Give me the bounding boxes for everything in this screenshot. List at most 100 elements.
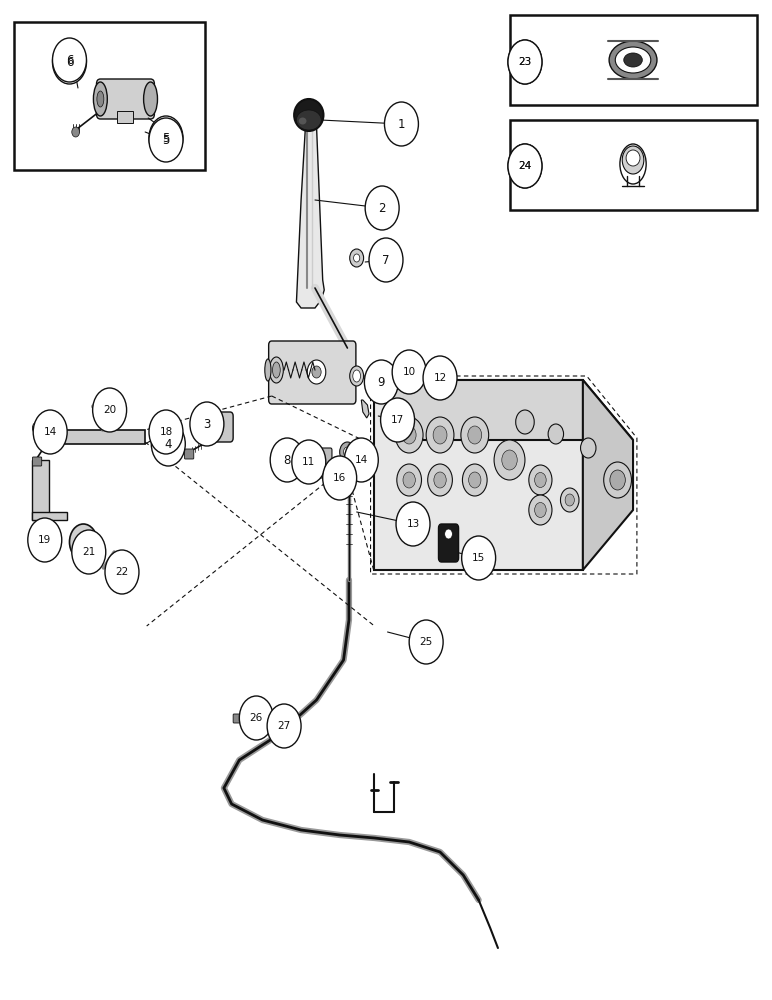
Bar [46, 430, 145, 444]
Circle shape [307, 360, 326, 384]
Circle shape [395, 417, 423, 453]
Circle shape [117, 569, 127, 581]
Circle shape [266, 710, 282, 730]
Text: 8: 8 [283, 454, 291, 466]
Circle shape [323, 456, 357, 500]
Text: 18: 18 [159, 427, 173, 437]
Circle shape [392, 350, 426, 394]
Circle shape [402, 426, 416, 444]
Ellipse shape [609, 41, 657, 79]
Circle shape [423, 356, 457, 400]
Bar [32, 460, 49, 520]
Text: 22: 22 [115, 567, 129, 577]
Circle shape [350, 249, 364, 267]
Text: 23: 23 [518, 57, 532, 67]
Text: 11: 11 [302, 457, 316, 467]
Circle shape [76, 533, 90, 551]
Ellipse shape [626, 150, 640, 166]
Circle shape [534, 502, 546, 518]
Text: 13: 13 [406, 519, 420, 529]
Circle shape [502, 450, 517, 470]
Circle shape [72, 530, 106, 574]
Ellipse shape [624, 53, 642, 67]
Circle shape [105, 550, 139, 594]
Ellipse shape [96, 91, 103, 107]
Circle shape [403, 472, 415, 488]
Circle shape [581, 438, 596, 458]
Bar [510, 15, 757, 105]
Circle shape [604, 462, 631, 498]
Text: 14: 14 [43, 427, 57, 437]
Circle shape [461, 417, 489, 453]
Text: 24: 24 [518, 161, 532, 171]
Circle shape [69, 524, 97, 560]
Ellipse shape [353, 370, 361, 382]
Polygon shape [583, 380, 633, 570]
Ellipse shape [622, 146, 644, 174]
Circle shape [72, 127, 80, 137]
Circle shape [344, 438, 378, 482]
Circle shape [93, 388, 127, 432]
Text: 21: 21 [82, 547, 96, 557]
FancyBboxPatch shape [204, 412, 233, 442]
Circle shape [428, 464, 452, 496]
Circle shape [364, 360, 398, 404]
Text: 2: 2 [378, 202, 386, 215]
Circle shape [462, 464, 487, 496]
Circle shape [409, 620, 443, 664]
Circle shape [433, 426, 447, 444]
Circle shape [445, 529, 452, 539]
Ellipse shape [93, 82, 107, 116]
Text: 4: 4 [164, 438, 172, 450]
Ellipse shape [373, 364, 387, 384]
FancyBboxPatch shape [96, 79, 154, 119]
Ellipse shape [296, 110, 321, 130]
Circle shape [270, 438, 304, 482]
Circle shape [381, 398, 415, 442]
Ellipse shape [294, 99, 323, 131]
Circle shape [396, 502, 430, 546]
Text: 25: 25 [419, 637, 433, 647]
Ellipse shape [299, 117, 306, 124]
Circle shape [468, 426, 482, 444]
Ellipse shape [376, 368, 384, 380]
FancyBboxPatch shape [32, 457, 42, 466]
Circle shape [560, 488, 579, 512]
Text: 27: 27 [277, 721, 291, 731]
Circle shape [516, 410, 534, 434]
Circle shape [565, 494, 574, 506]
Circle shape [529, 465, 552, 495]
Text: 6: 6 [66, 53, 73, 66]
Circle shape [28, 518, 62, 562]
Circle shape [365, 186, 399, 230]
Circle shape [340, 442, 355, 462]
Circle shape [149, 116, 183, 160]
Circle shape [508, 144, 542, 188]
Ellipse shape [620, 144, 646, 184]
Circle shape [529, 495, 552, 525]
Text: 5: 5 [162, 131, 170, 144]
Circle shape [239, 696, 273, 740]
FancyBboxPatch shape [185, 449, 194, 459]
Circle shape [508, 40, 542, 84]
Circle shape [190, 402, 224, 446]
FancyBboxPatch shape [269, 341, 356, 404]
Circle shape [32, 422, 42, 434]
FancyBboxPatch shape [233, 714, 242, 723]
Ellipse shape [265, 359, 271, 381]
Circle shape [426, 417, 454, 453]
Text: 23: 23 [518, 57, 532, 67]
Text: 3: 3 [203, 418, 211, 430]
Circle shape [149, 410, 183, 454]
Circle shape [149, 118, 183, 162]
Text: 5: 5 [162, 133, 170, 146]
Circle shape [270, 715, 278, 725]
Text: 24: 24 [518, 161, 532, 171]
Ellipse shape [144, 82, 157, 116]
Circle shape [434, 472, 446, 488]
Text: 14: 14 [354, 455, 368, 465]
Bar [32, 512, 67, 520]
Circle shape [292, 440, 326, 484]
Text: 1: 1 [398, 117, 405, 130]
Polygon shape [374, 380, 583, 570]
